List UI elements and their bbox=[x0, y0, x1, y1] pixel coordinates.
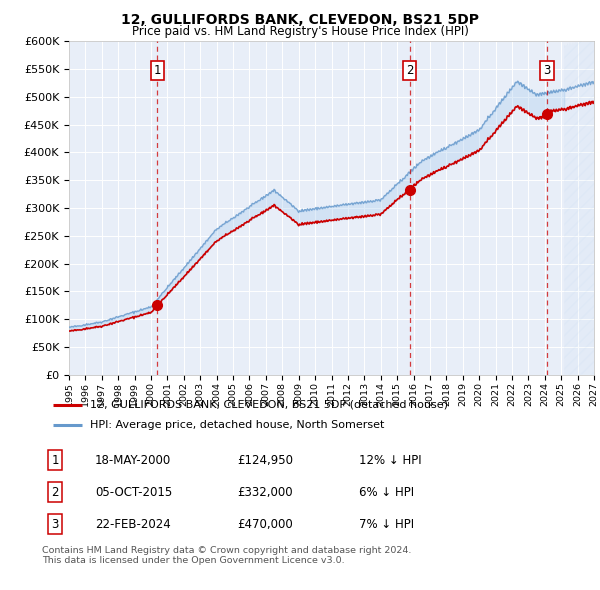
Text: 7% ↓ HPI: 7% ↓ HPI bbox=[359, 518, 414, 531]
Text: 1: 1 bbox=[52, 454, 59, 467]
Text: 1: 1 bbox=[154, 64, 161, 77]
Text: 2: 2 bbox=[52, 486, 59, 499]
Text: 22-FEB-2024: 22-FEB-2024 bbox=[95, 518, 170, 531]
Text: £124,950: £124,950 bbox=[238, 454, 293, 467]
Text: Price paid vs. HM Land Registry's House Price Index (HPI): Price paid vs. HM Land Registry's House … bbox=[131, 25, 469, 38]
Text: 18-MAY-2000: 18-MAY-2000 bbox=[95, 454, 171, 467]
Text: 6% ↓ HPI: 6% ↓ HPI bbox=[359, 486, 414, 499]
Text: 3: 3 bbox=[544, 64, 551, 77]
Text: 12, GULLIFORDS BANK, CLEVEDON, BS21 5DP: 12, GULLIFORDS BANK, CLEVEDON, BS21 5DP bbox=[121, 13, 479, 27]
Text: 12% ↓ HPI: 12% ↓ HPI bbox=[359, 454, 421, 467]
Text: 3: 3 bbox=[52, 518, 59, 531]
Text: HPI: Average price, detached house, North Somerset: HPI: Average price, detached house, Nort… bbox=[89, 420, 384, 430]
Text: £470,000: £470,000 bbox=[238, 518, 293, 531]
Text: 12, GULLIFORDS BANK, CLEVEDON, BS21 5DP (detached house): 12, GULLIFORDS BANK, CLEVEDON, BS21 5DP … bbox=[89, 400, 448, 410]
Text: 05-OCT-2015: 05-OCT-2015 bbox=[95, 486, 172, 499]
Text: Contains HM Land Registry data © Crown copyright and database right 2024.
This d: Contains HM Land Registry data © Crown c… bbox=[42, 546, 412, 565]
Text: 2: 2 bbox=[406, 64, 413, 77]
Text: £332,000: £332,000 bbox=[238, 486, 293, 499]
